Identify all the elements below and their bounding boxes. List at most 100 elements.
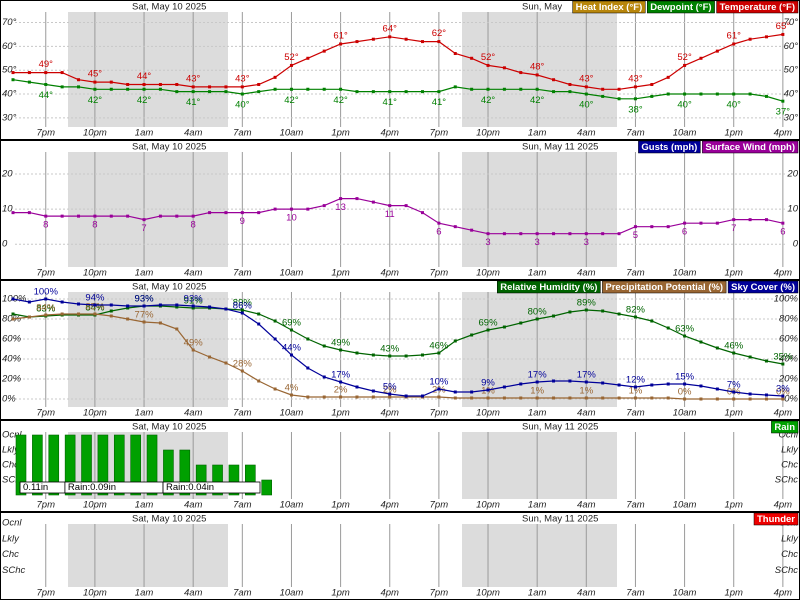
date-label: Sun, May 11 2025 xyxy=(522,422,598,433)
point xyxy=(77,214,81,218)
x-tick-label: 10am xyxy=(673,500,697,511)
point xyxy=(519,396,523,400)
data-label: 44° xyxy=(137,71,152,82)
point xyxy=(421,40,424,44)
point xyxy=(666,382,670,386)
data-label: 35% xyxy=(773,352,793,363)
point xyxy=(240,92,244,96)
point xyxy=(175,303,179,307)
x-tick-label: 1pm xyxy=(724,500,743,511)
point xyxy=(388,392,392,396)
x-tick-label: 7pm xyxy=(430,500,449,511)
point xyxy=(44,214,48,218)
x-tick-label: 10am xyxy=(280,408,304,419)
data-label: 3 xyxy=(535,237,540,248)
point xyxy=(748,392,752,396)
rain-total: Rain:0.04in xyxy=(166,482,214,493)
data-label: 49° xyxy=(39,59,54,70)
bar xyxy=(261,479,273,496)
point xyxy=(126,214,130,218)
point xyxy=(666,326,670,330)
point xyxy=(44,71,48,75)
point xyxy=(552,78,556,82)
x-tick-label: 7am xyxy=(233,408,252,419)
bar xyxy=(15,434,27,496)
date-label: Sun, May 11 2025 xyxy=(522,514,598,525)
point xyxy=(109,80,113,84)
point xyxy=(322,395,326,399)
y-tick-label-right: 100% xyxy=(774,294,799,305)
point xyxy=(339,87,343,91)
point xyxy=(421,90,424,94)
data-label: 42° xyxy=(530,95,545,106)
point xyxy=(11,71,15,75)
data-label: 44% xyxy=(282,343,302,354)
point xyxy=(208,211,212,215)
legend-swatch xyxy=(753,512,799,526)
point xyxy=(142,218,146,222)
point xyxy=(568,232,572,236)
point xyxy=(453,225,457,229)
point xyxy=(27,300,31,304)
point xyxy=(502,87,506,91)
point xyxy=(224,307,228,311)
point xyxy=(126,306,130,310)
x-tick-label: 7am xyxy=(233,268,252,279)
point xyxy=(322,344,326,348)
x-tick-label: 10am xyxy=(280,500,304,511)
x-tick-label: 10am xyxy=(673,408,697,419)
point xyxy=(633,315,637,319)
legend-swatch xyxy=(572,0,646,14)
point xyxy=(437,387,441,391)
data-label: 13 xyxy=(335,202,346,213)
y-tick-label: Chc xyxy=(2,549,19,560)
legend-label: Surface Wind (mph) xyxy=(705,142,795,153)
point xyxy=(470,333,474,337)
x-tick-label: 10pm xyxy=(83,500,107,511)
data-label: 6 xyxy=(682,227,687,238)
point xyxy=(764,393,768,397)
point xyxy=(77,78,81,82)
point xyxy=(748,397,752,401)
data-label: 3 xyxy=(584,237,589,248)
data-label: 42° xyxy=(284,95,299,106)
legend-swatch xyxy=(727,280,799,294)
point xyxy=(699,340,703,344)
x-tick-label: 10am xyxy=(280,268,304,279)
point xyxy=(683,92,687,96)
point xyxy=(339,42,343,46)
data-label: 28% xyxy=(233,359,253,370)
point xyxy=(568,379,572,383)
data-label: 40° xyxy=(579,100,594,111)
point xyxy=(142,304,146,308)
y-tick-label: 10 xyxy=(2,204,13,215)
data-label: 45° xyxy=(88,69,103,80)
data-label: 69% xyxy=(479,318,499,329)
point xyxy=(715,397,719,401)
point xyxy=(224,361,228,365)
point xyxy=(584,92,588,96)
rain-total-box xyxy=(162,481,261,494)
point xyxy=(601,396,605,400)
date-label: Sat, May 10 2025 xyxy=(132,2,206,13)
point xyxy=(584,380,588,384)
point xyxy=(502,385,506,389)
point xyxy=(535,73,539,77)
legend-swatch xyxy=(647,0,715,14)
point xyxy=(306,337,310,341)
x-tick-label: 10pm xyxy=(476,500,500,511)
point xyxy=(60,312,64,316)
point xyxy=(601,232,605,236)
point xyxy=(44,297,48,301)
point xyxy=(715,49,719,53)
point xyxy=(175,82,179,86)
point xyxy=(388,35,392,39)
point xyxy=(535,317,539,321)
point xyxy=(699,384,703,388)
x-tick-label: 1pm xyxy=(331,408,350,419)
point xyxy=(601,381,605,385)
point xyxy=(666,92,670,96)
point xyxy=(552,379,556,383)
point xyxy=(781,362,785,366)
data-label: 38° xyxy=(628,104,643,115)
